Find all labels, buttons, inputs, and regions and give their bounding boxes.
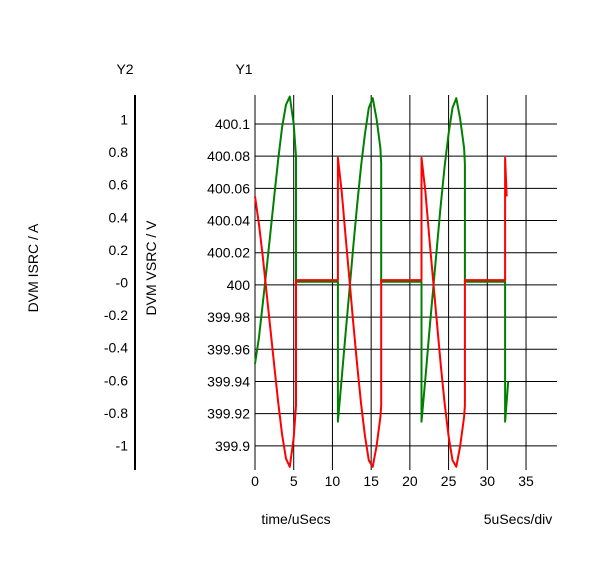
y2-tick-label: 1 [120,111,128,127]
series-line-1 [254,95,510,423]
y1-tick-label: 400.08 [207,148,250,164]
y2-title: Y2 [116,61,133,77]
y1-tick-label: 399.96 [207,341,250,357]
y2-tick-labels: 1 0.8 0.6 0.4 0.2 -0 -0.2 -0.4 -0.6 -0.8 -1 [104,111,128,453]
y2-tick-label: -0 [116,275,129,291]
y1-tick-label: 400 [227,277,251,293]
y1-tick-label: 399.92 [207,406,250,422]
y1-tick-label: 399.9 [215,438,250,454]
y2-axis-label: DVM ISRC / A [25,223,41,312]
y1-title: Y1 [235,61,252,77]
y2-tick-label: -0.4 [104,340,128,356]
y1-tick-label: 400.04 [207,213,250,229]
x-tick-label: 20 [402,473,418,489]
y1-tick-label: 400.06 [207,180,250,196]
x-scale-note: 5uSecs/div [484,511,552,527]
y2-tick-label: -0.6 [104,372,128,388]
x-tick-label: 25 [441,473,457,489]
y1-tick-label: 400.1 [215,116,250,132]
y2-tick-label: 0.2 [109,242,129,258]
y2-tick-label: 0.4 [109,209,129,225]
y2-tick-label: 0.6 [109,177,129,193]
x-axis-label: time/uSecs [261,511,330,527]
x-tick-label: 0 [251,473,259,489]
y2-tick-label: -0.8 [104,405,128,421]
y1-axis-label: DVM VSRC / V [143,220,159,316]
y2-tick-label: -0.2 [104,307,128,323]
y1-tick-label: 399.94 [207,373,250,389]
grid [254,95,557,470]
y1-tick-labels: 399.9 399.92 399.94 399.96 399.98 400 400.02 40… [207,116,250,454]
x-tick-label: 35 [518,473,534,489]
x-tick-label: 30 [480,473,496,489]
y1-tick-label: 400.02 [207,245,250,261]
series-line-2 [254,156,508,468]
y2-tick-label: 0.8 [109,144,129,160]
y2-tick-label: -1 [116,438,129,454]
x-tick-label: 10 [325,473,341,489]
x-tick-label: 15 [363,473,379,489]
x-tick-label: 5 [290,473,298,489]
series-group [254,95,510,468]
x-tick-labels: 0 5 10 15 20 25 30 35 [251,473,534,489]
y1-tick-label: 399.98 [207,309,250,325]
